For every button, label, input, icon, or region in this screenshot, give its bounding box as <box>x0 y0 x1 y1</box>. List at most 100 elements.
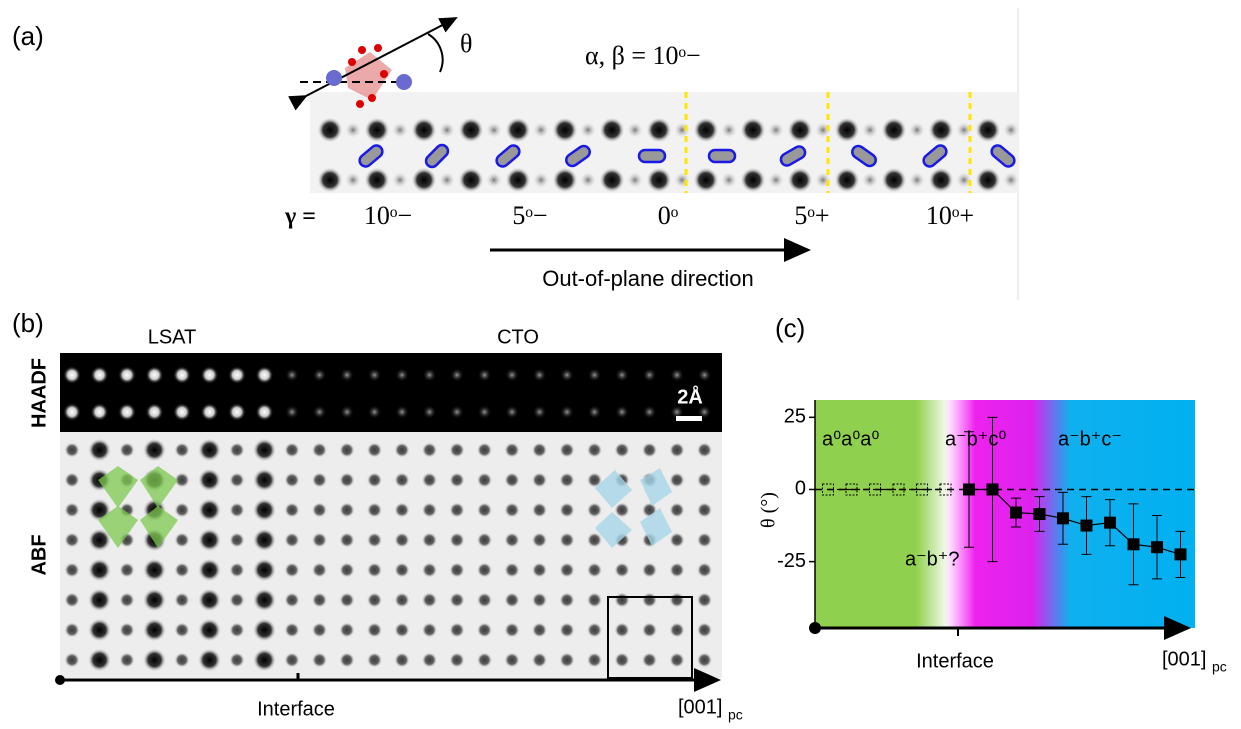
atom <box>143 618 167 642</box>
atom <box>449 622 465 638</box>
atom <box>614 622 630 638</box>
atom <box>88 438 112 462</box>
atom <box>228 366 246 384</box>
atom <box>559 502 575 518</box>
atom <box>253 528 277 552</box>
data-point <box>1152 542 1163 553</box>
data-point <box>1175 549 1186 560</box>
atom <box>669 532 685 548</box>
atom <box>614 592 630 608</box>
atom <box>313 368 327 382</box>
atom <box>173 403 191 421</box>
atom <box>532 442 548 458</box>
atom <box>284 652 300 668</box>
data-point <box>1058 513 1069 524</box>
atom <box>63 366 81 384</box>
atom <box>312 532 328 548</box>
atom <box>504 592 520 608</box>
atom <box>642 592 658 608</box>
gamma-prefix: γ = <box>284 204 316 230</box>
x-axis-sub: pc <box>728 707 743 723</box>
atom <box>367 532 383 548</box>
tilt-label: α, β = 10ᵒ− <box>585 41 701 70</box>
atom <box>928 167 954 193</box>
gamma-value: 0ᵒ <box>658 201 679 230</box>
atom <box>720 121 738 139</box>
atom <box>339 622 355 638</box>
atom <box>643 368 657 382</box>
atom <box>504 532 520 548</box>
region-label: a⁰a⁰a⁰ <box>822 428 879 450</box>
atom <box>599 117 625 143</box>
atom <box>673 121 691 139</box>
atom <box>532 502 548 518</box>
atom <box>587 592 603 608</box>
atom <box>740 117 766 143</box>
region-label: LSAT <box>148 326 197 348</box>
atom <box>646 167 672 193</box>
y-tick-label: 25 <box>784 406 806 428</box>
atom <box>697 622 713 638</box>
atom <box>458 167 484 193</box>
atom <box>559 442 575 458</box>
atom <box>642 652 658 668</box>
atom <box>559 652 575 668</box>
atom <box>587 502 603 518</box>
atom <box>395 368 409 382</box>
atom <box>394 592 410 608</box>
atom <box>697 652 713 668</box>
data-point <box>1034 509 1045 520</box>
y-axis-label: θ (°) <box>758 492 780 528</box>
atom <box>505 405 519 419</box>
atom <box>614 652 630 668</box>
atom <box>552 167 578 193</box>
atom <box>579 121 597 139</box>
theta-label: θ <box>460 29 472 58</box>
atom <box>670 368 684 382</box>
atom <box>256 403 274 421</box>
panel-label: (c) <box>775 313 805 343</box>
atom <box>669 502 685 518</box>
x-annotation: Interface <box>916 650 994 672</box>
atom <box>422 562 438 578</box>
x-annotation: Interface <box>257 698 335 720</box>
atom <box>391 121 409 139</box>
atom <box>395 405 409 419</box>
atom <box>505 167 531 193</box>
atom <box>119 562 135 578</box>
atom <box>532 121 550 139</box>
atom <box>477 562 493 578</box>
atom <box>312 442 328 458</box>
atom <box>477 472 493 488</box>
atom <box>394 652 410 668</box>
octahedron-outline <box>639 150 665 162</box>
atom <box>285 405 299 419</box>
atom <box>285 368 299 382</box>
atom <box>449 592 465 608</box>
atom <box>532 652 548 668</box>
atom <box>64 502 80 518</box>
atom <box>174 532 190 548</box>
atom <box>422 472 438 488</box>
atom <box>504 472 520 488</box>
atom <box>367 442 383 458</box>
atom <box>339 442 355 458</box>
atom <box>477 652 493 668</box>
atom <box>64 592 80 608</box>
atom <box>560 368 574 382</box>
atom <box>317 117 343 143</box>
atom <box>559 562 575 578</box>
atom <box>312 472 328 488</box>
atom <box>143 438 167 462</box>
atom <box>422 592 438 608</box>
atom <box>1002 171 1020 189</box>
atom <box>63 403 81 421</box>
atom <box>312 652 328 668</box>
atom <box>478 405 492 419</box>
simulated-image <box>310 92 1020 193</box>
atom <box>504 622 520 638</box>
arrow-label: Out-of-plane direction <box>542 266 754 291</box>
atom <box>861 171 879 189</box>
gamma-value: 5ᵒ− <box>512 201 547 230</box>
atom <box>669 442 685 458</box>
